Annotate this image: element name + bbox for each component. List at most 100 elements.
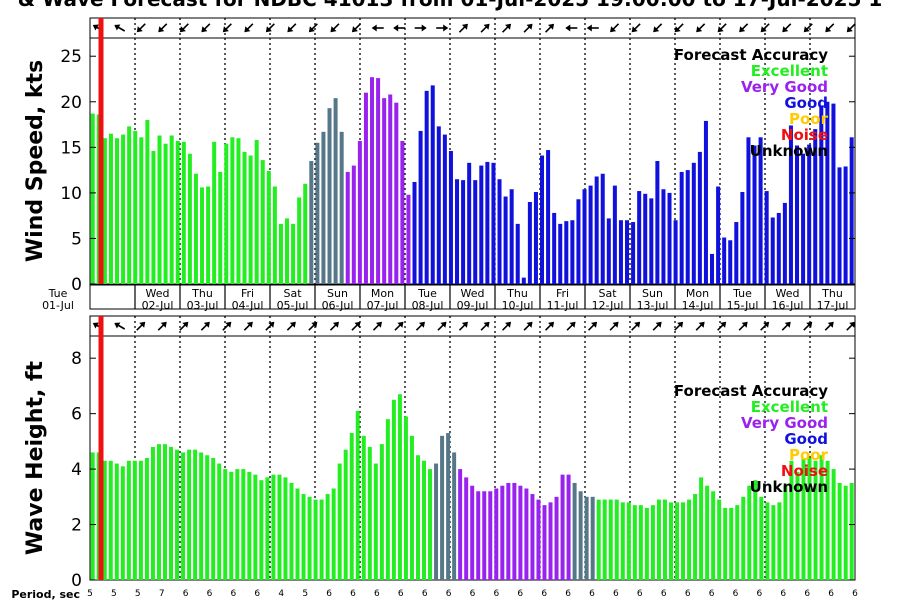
wave-legend-title: Forecast Accuracy — [674, 382, 828, 400]
day-label-weekday: Sat — [283, 287, 302, 300]
wind-bar — [412, 181, 417, 284]
wind-bar — [376, 78, 381, 284]
wind-direction-arrow — [586, 24, 599, 32]
wave-bar — [554, 496, 559, 580]
wave-bar — [205, 455, 210, 580]
arrow-head — [201, 26, 208, 33]
wind-bar — [831, 103, 836, 284]
wind-direction-arrow — [371, 24, 384, 32]
wind-bar — [315, 142, 320, 284]
wind-bar — [448, 150, 453, 284]
period-value: 6 — [374, 589, 380, 599]
day-label-date: 02-Jul — [142, 299, 174, 312]
wave-bar — [385, 419, 390, 580]
wave-bar — [397, 394, 402, 580]
wind-bar — [351, 165, 356, 284]
wind-bar — [776, 212, 781, 284]
day-label-weekday: Thu — [506, 287, 528, 300]
arrow-head — [825, 26, 832, 33]
wave-bar — [488, 491, 493, 580]
wind-bar — [691, 162, 696, 284]
wind-direction-arrow — [458, 23, 468, 33]
wind-direction-arrow — [287, 23, 297, 33]
wave-ytick-label: 0 — [71, 571, 82, 591]
wave-bar — [163, 444, 167, 580]
arrow-head — [160, 321, 167, 328]
wind-bar — [612, 185, 617, 284]
wind-bar — [540, 155, 545, 284]
arrow-head — [440, 321, 447, 328]
wave-legend-item: Good — [784, 430, 828, 448]
wave-bar — [650, 505, 655, 580]
arrow-head — [717, 26, 724, 33]
wave-bar — [608, 499, 613, 580]
wind-bar — [655, 161, 660, 284]
wind-bar — [661, 189, 666, 284]
arrow-head — [591, 321, 598, 328]
wave-bar — [144, 458, 149, 580]
period-value: 6 — [207, 589, 213, 599]
wind-ytick-label: 10 — [60, 184, 82, 204]
wave-bar — [717, 499, 722, 580]
wind-bar — [394, 102, 399, 284]
wave-bar — [247, 471, 252, 580]
arrow-head — [397, 321, 404, 328]
wave-bar — [626, 502, 631, 580]
wind-direction-arrow — [308, 23, 318, 33]
wave-direction-arrow — [824, 321, 834, 331]
wave-bar — [108, 460, 113, 580]
arrow-head — [526, 321, 533, 328]
wave-bar — [482, 491, 487, 580]
wave-bar — [801, 458, 806, 580]
wave-bar — [476, 491, 481, 580]
wind-bar — [436, 126, 441, 284]
day-label-weekday: Mon — [371, 287, 394, 300]
arrow-head — [548, 321, 555, 328]
wave-bar — [391, 399, 396, 580]
day-label-weekday: Fri — [241, 287, 254, 300]
wave-legend-item: Noise — [781, 462, 828, 480]
wind-direction-arrow — [565, 24, 578, 32]
wind-bar — [206, 186, 211, 284]
arrow-head — [354, 321, 361, 328]
wind-direction-arrow — [414, 24, 427, 32]
arrow-head — [92, 322, 99, 329]
wave-bar — [536, 499, 541, 580]
wind-direction-arrow — [696, 23, 706, 33]
wave-bar — [831, 469, 836, 580]
arrow-head — [653, 26, 660, 33]
wave-direction-arrow — [265, 321, 275, 331]
wave-bar — [422, 460, 426, 580]
wave-legend-item: Very Good — [741, 414, 828, 432]
period-value: 6 — [828, 589, 834, 599]
day-label-date: 10-Jul — [502, 299, 534, 312]
wind-direction-arrow — [201, 23, 211, 33]
wind-bar — [485, 161, 490, 284]
wind-direction-arrow — [674, 23, 684, 33]
wave-bar — [572, 482, 577, 580]
day-label-date: 03-Jul — [187, 299, 219, 312]
wave-bar — [114, 463, 119, 580]
wind-bar — [746, 137, 751, 284]
wind-direction-arrow — [653, 23, 663, 33]
wind-bar — [594, 176, 599, 284]
wave-bar — [747, 485, 752, 580]
wave-bar — [259, 480, 264, 580]
wave-direction-arrow — [738, 321, 748, 331]
period-value: 6 — [661, 589, 667, 599]
wave-bar — [753, 480, 758, 580]
day-label-weekday: Sun — [642, 287, 663, 300]
arrow-head — [674, 26, 681, 33]
wind-direction-arrow — [739, 23, 749, 33]
wind-bar — [455, 179, 460, 284]
wind-bar — [509, 189, 514, 284]
arrow-head — [461, 23, 468, 30]
wave-bar — [132, 460, 137, 580]
wave-bar — [560, 474, 565, 580]
wind-bar — [424, 90, 429, 284]
wind-direction-arrow — [330, 23, 340, 33]
wind-legend-title: Forecast Accuracy — [674, 46, 828, 64]
wave-bar — [807, 458, 812, 580]
day-label-weekday: Mon — [686, 287, 709, 300]
